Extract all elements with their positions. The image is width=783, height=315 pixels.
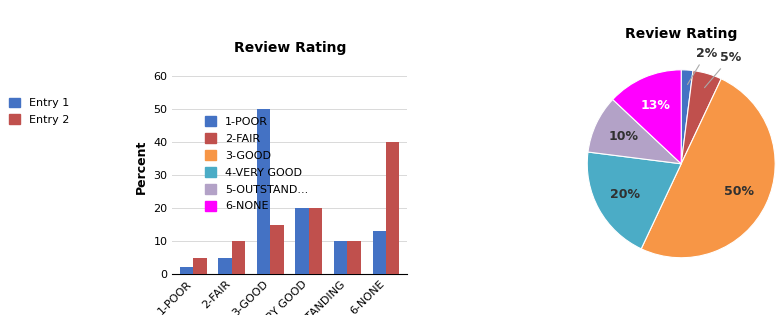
Text: 50%: 50% (724, 185, 754, 198)
Bar (334, 241, 348, 274)
Wedge shape (641, 79, 775, 258)
Bar (257, 109, 270, 274)
Bar (218, 258, 232, 274)
Legend: 1-POOR, 2-FAIR, 3-GOOD, 4-VERY GOOD, 5-OUTSTAND..., 6-NONE: 1-POOR, 2-FAIR, 3-GOOD, 4-VERY GOOD, 5-O… (205, 116, 309, 211)
Title: Review Rating: Review Rating (625, 27, 738, 41)
Wedge shape (681, 70, 693, 164)
Bar (270, 225, 284, 274)
Bar (180, 267, 193, 274)
Text: 20%: 20% (610, 188, 640, 201)
Wedge shape (587, 152, 681, 249)
Text: 2%: 2% (687, 47, 717, 84)
Y-axis label: Percent: Percent (135, 140, 148, 194)
Bar (193, 258, 207, 274)
Legend: Entry 1, Entry 2: Entry 1, Entry 2 (9, 98, 69, 125)
Bar (386, 142, 399, 274)
Bar (373, 231, 386, 274)
Text: 13%: 13% (641, 99, 671, 112)
Bar (348, 241, 361, 274)
Wedge shape (613, 70, 681, 164)
Wedge shape (681, 71, 721, 164)
Text: 5%: 5% (705, 51, 741, 88)
Bar (309, 208, 323, 274)
Text: 10%: 10% (608, 130, 638, 143)
Title: Review Rating: Review Rating (233, 41, 346, 54)
Wedge shape (588, 100, 681, 164)
Bar (232, 241, 245, 274)
Bar (295, 208, 309, 274)
